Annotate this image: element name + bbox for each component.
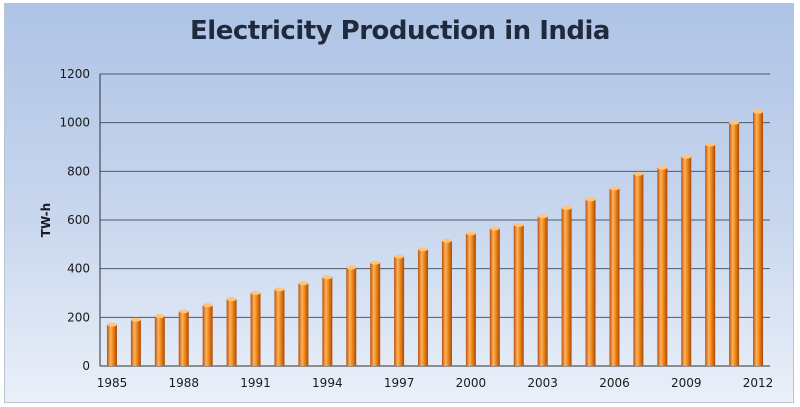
y-tick-label: 800 <box>67 164 90 178</box>
bar-cap-2005 <box>585 197 596 202</box>
bar-cap-1996 <box>370 260 381 265</box>
bar-cap-1991 <box>250 291 261 295</box>
y-axis-title: TW-h <box>39 203 53 237</box>
bar-cap-1995 <box>346 265 357 270</box>
bar-2010 <box>705 144 716 366</box>
bar-cap-2007 <box>633 171 644 176</box>
bar-2009 <box>681 156 692 366</box>
bar-cap-1994 <box>322 275 333 280</box>
x-tick-label: 1985 <box>97 376 128 390</box>
bar-1992 <box>274 289 285 366</box>
bar-cap-2010 <box>705 142 716 147</box>
x-tick-label: 1994 <box>312 376 343 390</box>
bar-2004 <box>561 207 572 366</box>
x-tick-label: 2003 <box>527 376 558 390</box>
x-tick-label: 2009 <box>671 376 702 390</box>
bar-2003 <box>537 216 548 366</box>
y-tick-label: 600 <box>67 213 90 227</box>
bar-cap-1999 <box>441 238 452 243</box>
bar-2008 <box>657 167 668 366</box>
bar-cap-2006 <box>609 186 620 191</box>
bar-cap-1986 <box>130 317 141 322</box>
y-tick-label: 1200 <box>59 67 90 81</box>
bar-2005 <box>585 199 596 366</box>
bar-cap-2003 <box>537 214 548 219</box>
bar-1988 <box>178 311 189 366</box>
x-tick-labels: 1985 1988 1991 1994 1997 2000 2003 2006 2009 2012 <box>97 376 774 390</box>
bar-2006 <box>609 188 620 366</box>
bar-cap-1985 <box>106 322 117 327</box>
y-tick-label: 400 <box>67 262 90 276</box>
bar-1995 <box>346 267 357 366</box>
bar-cap-1997 <box>394 254 405 259</box>
x-tick-label: 2000 <box>456 376 487 390</box>
bar-1994 <box>322 277 333 366</box>
gridlines <box>100 73 770 318</box>
bar-cap-2002 <box>513 222 524 227</box>
bar-2007 <box>633 173 644 366</box>
bar-cap-1998 <box>418 247 429 252</box>
x-tick-label: 2012 <box>743 376 774 390</box>
bar-1989 <box>202 305 213 366</box>
bar-1993 <box>298 283 309 366</box>
bar-cap-2004 <box>561 205 572 210</box>
bar-cap-1992 <box>274 287 285 292</box>
bar-1999 <box>441 240 452 366</box>
x-tick-label: 1991 <box>240 376 271 390</box>
y-tick-label: 1000 <box>59 116 90 130</box>
bar-1986 <box>130 319 141 366</box>
bar-1985 <box>106 324 117 366</box>
bar-2012 <box>753 111 764 366</box>
bar-cap-1989 <box>202 303 213 308</box>
bar-1990 <box>226 299 237 366</box>
x-tick-label: 1997 <box>384 376 415 390</box>
bar-2002 <box>513 224 524 366</box>
bar-2001 <box>489 228 500 366</box>
y-tick-label: 0 <box>82 359 90 373</box>
bar-1991 <box>250 293 261 366</box>
bar-cap-2008 <box>657 165 668 170</box>
bar-cap-1993 <box>298 281 309 286</box>
bar-cap-2012 <box>753 109 764 114</box>
bar-cap-1988 <box>178 309 189 314</box>
y-tick-label: 200 <box>67 310 90 324</box>
bar-cap-2001 <box>489 226 500 231</box>
bar-1987 <box>154 316 165 366</box>
bar-2011 <box>729 122 740 367</box>
bar-cap-2000 <box>465 231 476 236</box>
chart-title: Electricity Production in India <box>190 16 610 46</box>
y-tick-labels: 0 200 400 600 800 1000 1200 <box>59 67 90 373</box>
bar-cap-1990 <box>226 297 237 302</box>
bar-cap-2009 <box>681 154 692 159</box>
bar-1997 <box>394 256 405 366</box>
bar-cap-1987 <box>154 314 165 319</box>
bar-2000 <box>465 233 476 366</box>
bars <box>106 109 764 367</box>
bar-1998 <box>418 249 429 366</box>
bar-cap-2011 <box>729 120 740 125</box>
x-tick-label: 2006 <box>599 376 630 390</box>
bar-1996 <box>370 262 381 366</box>
x-tick-label: 1988 <box>168 376 199 390</box>
